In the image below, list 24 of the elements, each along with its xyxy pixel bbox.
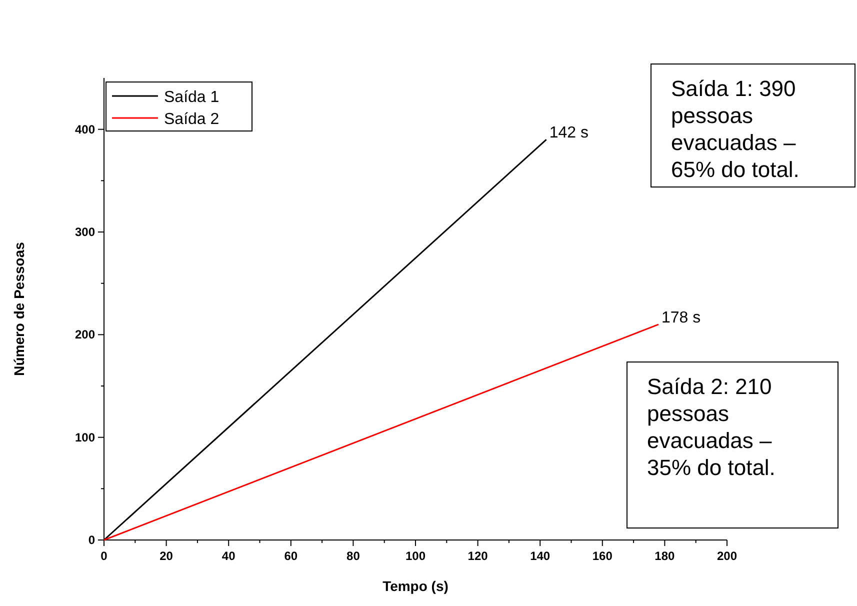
annotation: Saída 1: 390 pessoas evacuadas – 65% do total. <box>671 76 800 182</box>
y-tick-label: 400 <box>74 122 96 136</box>
x-tick-label: 40 <box>222 549 236 563</box>
x-tick-label: 100 <box>405 549 426 563</box>
annotation: Saída 2: 210 pessoas evacuadas – 35% do total. <box>647 374 776 480</box>
annotation: 142 s <box>549 124 588 142</box>
y-tick-label: 200 <box>74 328 96 342</box>
y-tick-label: 0 <box>88 533 96 547</box>
x-tick-label: 60 <box>284 549 298 563</box>
x-tick-label: 80 <box>346 549 360 563</box>
y-tick-label: 100 <box>74 430 96 444</box>
y-tick-label: 300 <box>74 225 96 239</box>
x-tick-label: 140 <box>530 549 550 563</box>
y-axis-title: Número de Pessoas <box>11 242 27 376</box>
x-tick-label: 180 <box>654 549 676 563</box>
x-tick-label: 120 <box>468 549 488 563</box>
legend-label: Saída 2 <box>164 111 220 128</box>
x-tick-label: 20 <box>160 549 174 563</box>
x-tick-label: 200 <box>716 549 738 563</box>
x-tick-label: 0 <box>100 549 108 563</box>
x-tick-label: 160 <box>592 549 613 563</box>
legend-label: Saída 1 <box>164 89 220 106</box>
x-axis-title: Tempo (s) <box>382 578 448 594</box>
annotation: 178 s <box>661 309 701 326</box>
